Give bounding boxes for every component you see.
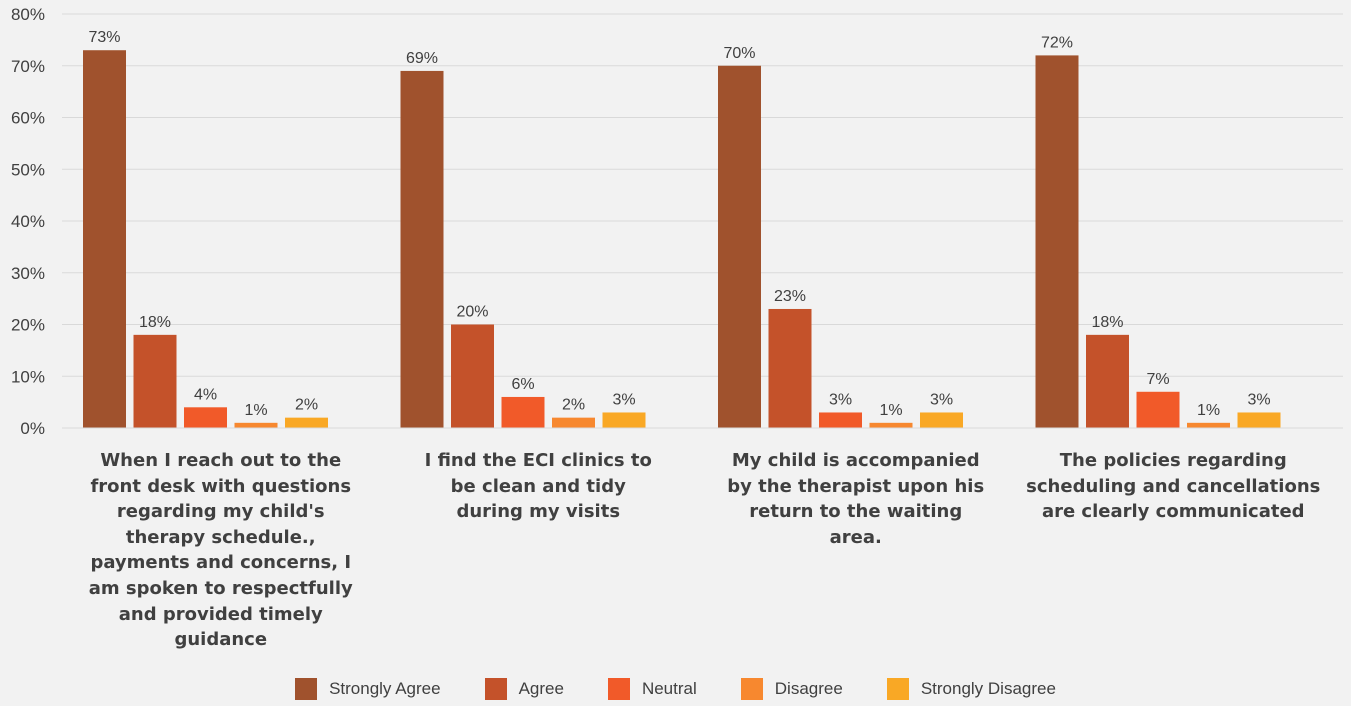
x-category-label: When I reach out to the front desk with … <box>88 450 353 651</box>
legend: Strongly Agree Agree Neutral Disagree Strong… <box>0 678 1351 700</box>
bar-strongly-agree <box>1035 55 1079 429</box>
data-label: 3% <box>829 391 852 408</box>
data-label: 23% <box>774 288 806 305</box>
data-label: 69% <box>406 50 438 67</box>
bar-disagree <box>1187 422 1230 428</box>
bar-agree <box>768 308 812 428</box>
data-label: 3% <box>930 391 953 408</box>
y-tick-label: 0% <box>20 419 45 438</box>
data-label: 18% <box>1091 314 1123 331</box>
bar-strongly-disagree <box>920 412 963 428</box>
legend-label: Disagree <box>774 679 843 698</box>
bar-agree <box>133 334 177 428</box>
legend-item: Disagree <box>740 678 843 700</box>
bar-disagree <box>869 422 913 428</box>
bar-disagree <box>552 417 595 428</box>
y-tick-label: 40% <box>11 212 45 231</box>
bar-strongly-disagree <box>1237 412 1281 428</box>
legend-item: Strongly Agree <box>295 678 441 700</box>
data-label: 70% <box>723 45 755 62</box>
legend-item: Strongly Disagree <box>886 678 1056 700</box>
y-tick-label: 30% <box>11 264 45 283</box>
y-tick-label: 80% <box>11 5 45 24</box>
bar-neutral <box>819 412 862 428</box>
bar-disagree <box>234 422 278 428</box>
y-tick-label: 20% <box>11 316 45 335</box>
bar-strongly-disagree <box>285 417 328 428</box>
data-label: 2% <box>562 397 585 414</box>
legend-item: Agree <box>484 678 564 700</box>
bar-strongly-disagree <box>602 412 646 428</box>
legend-label: Neutral <box>641 679 697 698</box>
legend-swatch <box>484 678 507 700</box>
bar-strongly-agree <box>400 70 444 429</box>
data-label: 18% <box>139 314 171 331</box>
bar-neutral <box>501 396 545 428</box>
legend-swatch <box>295 678 318 700</box>
legend-label: Strongly Disagree <box>920 679 1056 698</box>
data-label: 1% <box>1197 402 1220 419</box>
x-category-label: My child is accompanied by the therapist… <box>727 450 985 548</box>
bar-strongly-agree <box>83 50 126 428</box>
legend-swatch <box>740 678 763 700</box>
data-label: 7% <box>1146 371 1169 388</box>
legend-swatch <box>886 678 909 700</box>
legend-item: Neutral <box>607 678 697 700</box>
y-tick-label: 50% <box>11 160 45 179</box>
y-tick-label: 10% <box>11 367 45 386</box>
bar-neutral <box>1136 391 1180 428</box>
data-label: 3% <box>612 391 635 408</box>
legend-label: Agree <box>518 679 564 698</box>
y-tick-label: 60% <box>11 109 45 128</box>
bar-neutral <box>184 407 227 428</box>
data-label: 4% <box>194 386 217 403</box>
data-label: 2% <box>295 397 318 414</box>
data-label: 72% <box>1041 34 1073 51</box>
x-category-label: The policies regarding scheduling and ca… <box>1026 450 1321 523</box>
data-label: 1% <box>879 402 902 419</box>
y-tick-label: 70% <box>11 57 45 76</box>
bar-agree <box>451 324 494 428</box>
x-category-label: I find the ECI clinics to be clean and t… <box>424 450 652 523</box>
legend-swatch <box>607 678 630 700</box>
data-label: 20% <box>456 304 488 321</box>
data-label: 3% <box>1247 391 1270 408</box>
bar-strongly-agree <box>718 65 761 428</box>
bar-agree <box>1086 334 1129 428</box>
data-label: 73% <box>88 29 120 46</box>
legend-label: Strongly Agree <box>329 679 441 698</box>
data-label: 1% <box>244 402 267 419</box>
data-label: 6% <box>511 376 534 393</box>
